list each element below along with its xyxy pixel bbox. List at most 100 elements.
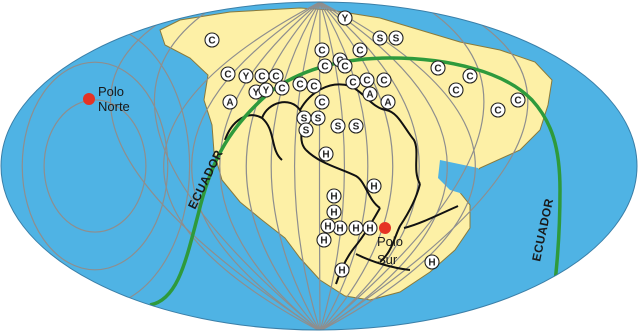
fossil-marker: C (448, 82, 464, 98)
fossil-marker-circle (310, 110, 326, 126)
fossil-marker: H (334, 262, 350, 278)
fossil-marker-letter: C (310, 82, 317, 93)
fossil-marker-circle (314, 42, 330, 58)
fossil-marker-circle (220, 66, 236, 82)
fossil-marker-letter: C (514, 96, 521, 107)
meridian-line (245, 2, 321, 330)
fossil-marker-letter: S (353, 122, 360, 133)
fossil-marker-circle (337, 58, 353, 74)
fossil-marker-letter: S (301, 114, 308, 125)
meridian-line (109, 2, 321, 330)
fossil-marker-letter: S (335, 122, 342, 133)
fossil-marker: H (348, 220, 364, 236)
fossil-marker: C (314, 42, 330, 58)
fossil-marker-letter: H (322, 150, 329, 161)
fossil-marker-letter: C (452, 86, 459, 97)
fossil-marker-circle (352, 42, 368, 58)
fossil-marker: Y (337, 10, 353, 26)
south-pole-marker (379, 222, 391, 234)
fossil-marker-letter: C (272, 72, 279, 83)
fossil-marker-circle (462, 68, 478, 84)
fossil-marker-letter: C (224, 70, 231, 81)
south-pole-label-line1: Polo (377, 234, 403, 249)
fossil-marker-circle (372, 30, 388, 46)
fossil-marker: S (330, 118, 346, 134)
north-pole-marker (83, 93, 95, 105)
fossil-marker-circle (430, 60, 446, 76)
fossil-marker-letter: C (296, 80, 303, 91)
fossil-marker: C (359, 72, 375, 88)
fossil-marker-letter: C (208, 36, 215, 47)
fossil-marker: C (462, 68, 478, 84)
meridian-line (319, 2, 485, 330)
fossil-marker-letter: H (320, 236, 327, 247)
fossil-marker-circle (238, 68, 254, 84)
fossil-marker: C (352, 42, 368, 58)
fossil-marker-letter: H (352, 224, 359, 235)
fossil-marker-circle (314, 94, 330, 110)
fossil-marker-circle (334, 262, 350, 278)
fossil-marker: A (222, 94, 238, 110)
meridian-line (219, 2, 321, 330)
fossil-marker-letter: H (330, 192, 337, 203)
fossil-marker-letter: Y (253, 88, 260, 99)
fossil-marker: H (424, 254, 440, 270)
fossil-marker: C (337, 58, 353, 74)
fossil-marker-letter: C (434, 64, 441, 75)
fossil-marker-letter: C (494, 106, 501, 117)
fossil-marker-circle (318, 146, 334, 162)
fossil-marker-letter: C (363, 76, 370, 87)
south-pole-label-line2: Sur (377, 252, 398, 267)
fossil-marker: S (372, 30, 388, 46)
fossil-marker: S (310, 110, 326, 126)
fossil-marker-letter: C (318, 46, 325, 57)
fossil-marker-circle (268, 68, 284, 84)
fossil-marker: C (274, 80, 290, 96)
fossil-marker-circle (380, 94, 396, 110)
fossil-marker: S (348, 118, 364, 134)
north-pole-label-line1: Polo (98, 84, 124, 99)
fossil-marker-circle (326, 204, 342, 220)
fossil-marker: H (362, 220, 378, 236)
meridian-line (191, 2, 321, 330)
fossil-marker-letter: S (303, 126, 310, 137)
fossil-marker-circle (388, 30, 404, 46)
fossil-marker-letter: H (336, 224, 343, 235)
fossil-marker: C (314, 94, 330, 110)
fossil-marker-circle (222, 94, 238, 110)
fossil-marker-letter: Y (263, 86, 270, 97)
fossil-marker: Y (238, 68, 254, 84)
fossil-marker: C (376, 72, 392, 88)
fossil-marker-letter: C (321, 62, 328, 73)
fossil-marker: Y (258, 82, 274, 98)
parallel-line (21, 61, 169, 271)
fossil-marker: H (366, 178, 382, 194)
fossil-marker-circle (316, 232, 332, 248)
fossil-marker: C (510, 92, 526, 108)
fossil-marker: H (326, 188, 342, 204)
meridian-line (294, 2, 321, 330)
fossil-marker-circle (330, 118, 346, 134)
fossil-marker: C (292, 76, 308, 92)
fossil-marker-letter: H (324, 222, 331, 233)
fossil-marker-letter: C (341, 62, 348, 73)
north-pole-label-line2: Norte (98, 99, 130, 114)
fossil-marker: C (204, 32, 220, 48)
fossil-marker-circle (320, 218, 336, 234)
fossil-marker-letter: H (428, 258, 435, 269)
fossil-marker-letter: H (370, 182, 377, 193)
fossil-marker: C (268, 68, 284, 84)
fossil-marker-letter: C (258, 72, 265, 83)
fossil-marker-circle (348, 118, 364, 134)
fossil-marker: C (306, 78, 322, 94)
fossil-marker: C (220, 66, 236, 82)
meridian-line (319, 2, 448, 330)
fossil-marker: A (380, 94, 396, 110)
fossil-marker-circle (510, 92, 526, 108)
fossil-marker-circle (298, 122, 314, 138)
fossil-marker-circle (326, 188, 342, 204)
fossil-marker-letter: A (366, 90, 373, 101)
fossil-marker-letter: C (356, 46, 363, 57)
fossil-marker-letter: H (338, 266, 345, 277)
